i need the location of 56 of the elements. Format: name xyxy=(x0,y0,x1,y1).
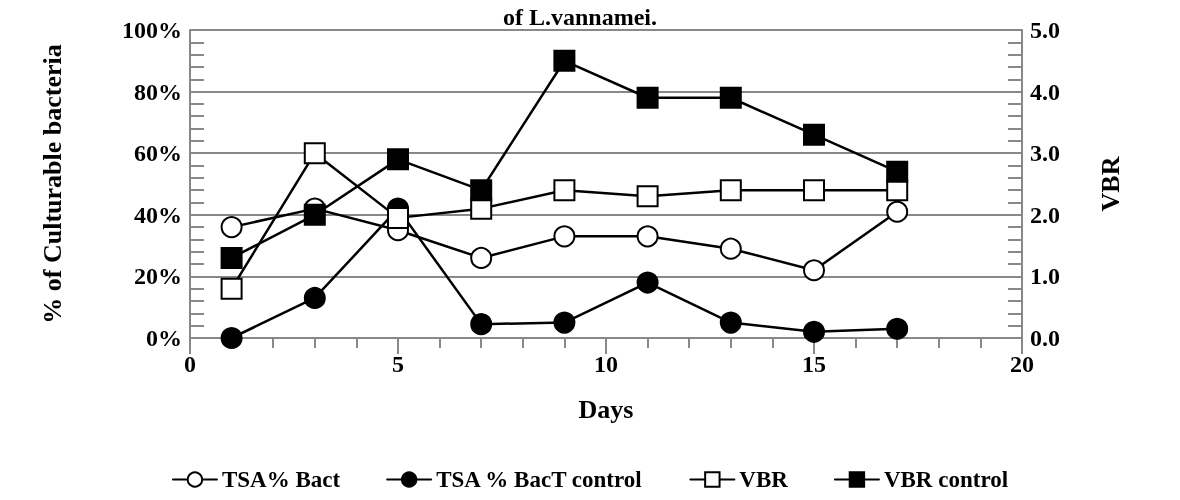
point xyxy=(803,179,825,202)
point xyxy=(220,246,243,269)
point xyxy=(553,49,576,72)
point xyxy=(803,259,825,282)
point xyxy=(719,311,742,334)
point xyxy=(553,311,576,334)
y-tick-label: 60% xyxy=(134,140,182,167)
point xyxy=(303,286,326,309)
legend-label: VBR xyxy=(739,467,789,492)
x-tick-label: 5 xyxy=(392,351,404,377)
y-tick-label: 80% xyxy=(134,78,182,105)
point xyxy=(886,200,909,223)
point xyxy=(803,320,825,343)
x-tick-label: 0 xyxy=(184,351,196,377)
y2-tick-label: 5.0 xyxy=(1030,17,1060,43)
point xyxy=(636,86,659,109)
y-tick-label: 20% xyxy=(134,263,182,290)
point xyxy=(470,179,493,202)
point xyxy=(470,246,493,269)
y2-tick-label: 0.0 xyxy=(1030,325,1060,351)
point xyxy=(220,327,243,349)
point xyxy=(636,225,659,248)
x-tick-label: 15 xyxy=(802,351,826,377)
y2-axis-title: VBR xyxy=(1095,156,1125,212)
point xyxy=(220,216,243,239)
x-tick-label: 10 xyxy=(594,351,618,377)
y2-tick-label: 3.0 xyxy=(1030,140,1060,167)
point xyxy=(303,203,326,226)
y-tick-label: 0% xyxy=(146,325,182,351)
point xyxy=(303,142,326,165)
y2-tick-label: 2.0 xyxy=(1030,201,1060,228)
y2-tick-label: 4.0 xyxy=(1030,78,1060,105)
point xyxy=(803,123,825,146)
legend-label: TSA% Bact xyxy=(221,467,341,492)
point xyxy=(387,148,409,171)
legend-label: VBR control xyxy=(883,467,1009,492)
y-tick-label: 40% xyxy=(134,201,182,228)
x-axis-title: Days xyxy=(578,394,634,424)
point xyxy=(719,86,742,109)
y-tick-label: 100% xyxy=(122,17,182,43)
legend-label: TSA % BacT control xyxy=(436,467,642,492)
point xyxy=(886,160,909,183)
point xyxy=(719,179,742,202)
point xyxy=(553,225,576,248)
point xyxy=(636,185,659,208)
point xyxy=(719,237,742,260)
point xyxy=(553,179,576,202)
point xyxy=(387,206,409,229)
point xyxy=(220,277,243,300)
y-axis-title: % of Culturable bacteria xyxy=(37,44,67,324)
x-tick-label: 20 xyxy=(1010,351,1034,377)
point xyxy=(886,317,909,340)
y2-tick-label: 1.0 xyxy=(1030,263,1060,290)
point xyxy=(470,313,493,336)
point xyxy=(636,271,659,294)
chart-title: of L.vannamei. xyxy=(502,4,658,30)
